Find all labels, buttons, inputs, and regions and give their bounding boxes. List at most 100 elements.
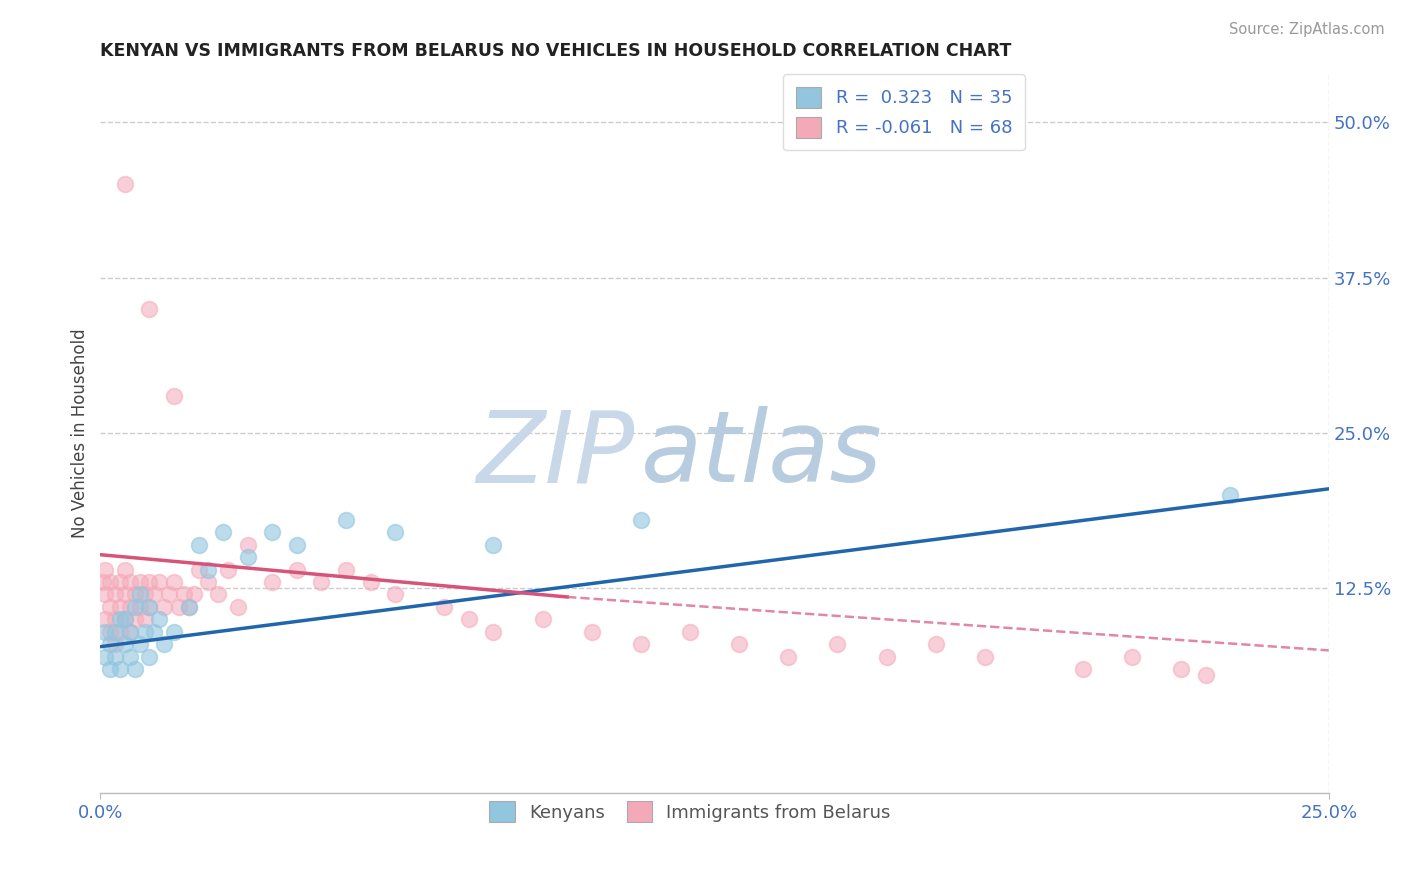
Point: [138, 649, 160, 664]
Point: [1071, 662, 1094, 676]
Point: [98, 637, 121, 651]
Point: [482, 538, 505, 552]
Point: [138, 599, 160, 614]
Point: [94, 612, 117, 626]
Point: [124, 587, 146, 601]
Point: [285, 538, 308, 552]
Point: [124, 612, 146, 626]
Point: [118, 599, 141, 614]
Point: [973, 649, 995, 664]
Point: [311, 575, 333, 590]
Point: [143, 587, 166, 601]
Point: [226, 599, 249, 614]
Point: [104, 637, 127, 651]
Point: [114, 612, 136, 626]
Point: [167, 599, 190, 614]
Point: [482, 624, 505, 639]
Point: [148, 612, 170, 626]
Point: [163, 388, 186, 402]
Point: [124, 599, 146, 614]
Point: [187, 563, 209, 577]
Point: [108, 662, 131, 676]
Point: [157, 587, 180, 601]
Point: [433, 599, 456, 614]
Point: [108, 624, 131, 639]
Legend: Kenyans, Immigrants from Belarus: Kenyans, Immigrants from Belarus: [477, 789, 903, 835]
Point: [153, 637, 176, 651]
Point: [114, 587, 136, 601]
Point: [1121, 649, 1143, 664]
Point: [114, 178, 136, 192]
Point: [285, 563, 308, 577]
Point: [128, 599, 150, 614]
Text: KENYAN VS IMMIGRANTS FROM BELARUS NO VEHICLES IN HOUSEHOLD CORRELATION CHART: KENYAN VS IMMIGRANTS FROM BELARUS NO VEH…: [100, 42, 1012, 60]
Point: [138, 575, 160, 590]
Point: [360, 575, 382, 590]
Point: [197, 563, 219, 577]
Point: [187, 538, 209, 552]
Point: [163, 575, 186, 590]
Text: Source: ZipAtlas.com: Source: ZipAtlas.com: [1229, 22, 1385, 37]
Point: [153, 599, 176, 614]
Point: [335, 513, 357, 527]
Point: [138, 599, 160, 614]
Point: [581, 624, 603, 639]
Point: [108, 599, 131, 614]
Point: [98, 662, 121, 676]
Point: [98, 599, 121, 614]
Point: [630, 513, 652, 527]
Point: [118, 649, 141, 664]
Point: [114, 637, 136, 651]
Point: [728, 637, 751, 651]
Point: [118, 624, 141, 639]
Point: [94, 587, 117, 601]
Point: [236, 538, 259, 552]
Point: [335, 563, 357, 577]
Point: [98, 624, 121, 639]
Point: [924, 637, 946, 651]
Point: [212, 525, 235, 540]
Point: [457, 612, 479, 626]
Point: [128, 575, 150, 590]
Point: [104, 587, 127, 601]
Point: [94, 563, 117, 577]
Point: [104, 649, 127, 664]
Point: [114, 563, 136, 577]
Point: [138, 301, 160, 316]
Point: [262, 575, 284, 590]
Point: [217, 563, 239, 577]
Point: [163, 624, 186, 639]
Point: [98, 575, 121, 590]
Point: [630, 637, 652, 651]
Point: [183, 587, 205, 601]
Point: [1195, 668, 1218, 682]
Point: [134, 612, 156, 626]
Point: [177, 599, 200, 614]
Point: [128, 587, 150, 601]
Point: [177, 599, 200, 614]
Point: [108, 612, 131, 626]
Point: [679, 624, 702, 639]
Point: [262, 525, 284, 540]
Point: [1219, 488, 1241, 502]
Point: [827, 637, 849, 651]
Point: [876, 649, 898, 664]
Point: [173, 587, 195, 601]
Point: [124, 662, 146, 676]
Point: [384, 525, 406, 540]
Point: [134, 624, 156, 639]
Point: [778, 649, 800, 664]
Point: [104, 612, 127, 626]
Point: [207, 587, 229, 601]
Point: [128, 637, 150, 651]
Text: atlas: atlas: [641, 406, 883, 503]
Point: [148, 575, 170, 590]
Point: [118, 575, 141, 590]
Point: [118, 624, 141, 639]
Point: [134, 587, 156, 601]
Y-axis label: No Vehicles in Household: No Vehicles in Household: [72, 328, 89, 538]
Point: [94, 624, 117, 639]
Point: [531, 612, 554, 626]
Point: [1170, 662, 1192, 676]
Point: [114, 612, 136, 626]
